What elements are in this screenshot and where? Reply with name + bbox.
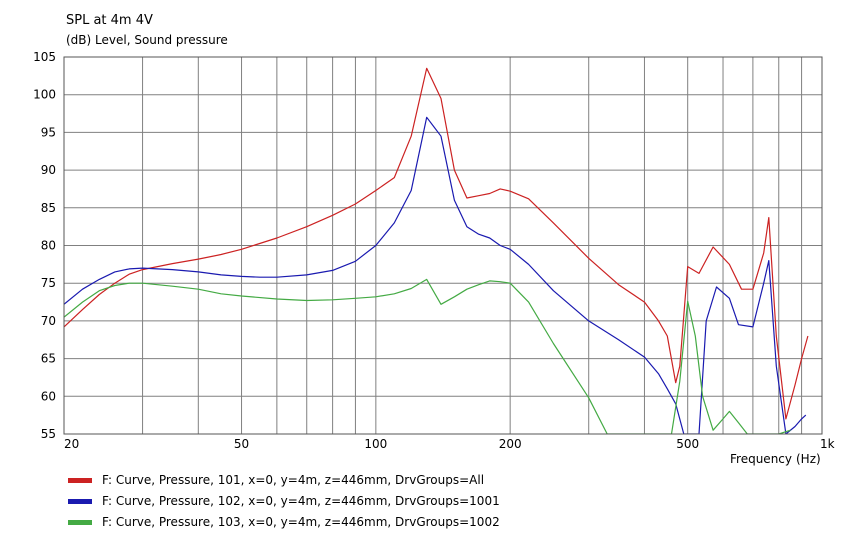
legend-item-1: F: Curve, Pressure, 101, x=0, y=4m, z=44…: [68, 470, 500, 491]
x-axis-unit: (Hz): [796, 452, 821, 466]
x-tick-label: 200: [499, 437, 522, 451]
legend-item-2: F: Curve, Pressure, 102, x=0, y=4m, z=44…: [68, 491, 500, 512]
x-tick-label: 20: [64, 437, 79, 451]
y-tick-label: 105: [33, 50, 56, 64]
legend: F: Curve, Pressure, 101, x=0, y=4m, z=44…: [68, 470, 500, 533]
x-tick-label: 100: [364, 437, 387, 451]
plot-frame: [63, 56, 823, 435]
legend-swatch: [68, 478, 92, 483]
y-tick-label: 80: [41, 239, 56, 253]
legend-label: F: Curve, Pressure, 101, x=0, y=4m, z=44…: [102, 473, 485, 487]
x-tick-label: 1k: [820, 437, 835, 451]
legend-swatch: [68, 520, 92, 525]
x-tick-label: 50: [234, 437, 249, 451]
x-tick-label: 500: [676, 437, 699, 451]
y-tick-label: 85: [41, 201, 56, 215]
y-tick-labels: 55 60 65 70 75 80 85 90 95 100 105: [33, 50, 56, 441]
legend-item-3: F: Curve, Pressure, 103, x=0, y=4m, z=44…: [68, 512, 500, 533]
y-tick-label: 55: [41, 427, 56, 441]
chart-title: SPL at 4m 4V: [66, 13, 153, 28]
y-tick-label: 60: [41, 389, 56, 403]
legend-swatch: [68, 499, 92, 504]
y-tick-label: 65: [41, 352, 56, 366]
series-line-2: [64, 116, 807, 434]
y-tick-label: 70: [41, 314, 56, 328]
y-tick-label: 90: [41, 163, 56, 177]
series-lines: [64, 67, 809, 434]
y-tick-label: 75: [41, 276, 56, 290]
grid-lines: [64, 57, 822, 434]
legend-label: F: Curve, Pressure, 102, x=0, y=4m, z=44…: [102, 494, 500, 508]
x-axis-label: Frequency: [730, 452, 792, 466]
series-line-3: [64, 278, 791, 434]
y-tick-label: 95: [41, 125, 56, 139]
y-axis-label: (dB) Level, Sound pressure: [66, 33, 228, 47]
legend-label: F: Curve, Pressure, 103, x=0, y=4m, z=44…: [102, 515, 500, 529]
series-line-1: [64, 67, 809, 420]
x-tick-labels: 20 50 100 200 500 1k: [64, 437, 835, 451]
y-tick-label: 100: [33, 88, 56, 102]
